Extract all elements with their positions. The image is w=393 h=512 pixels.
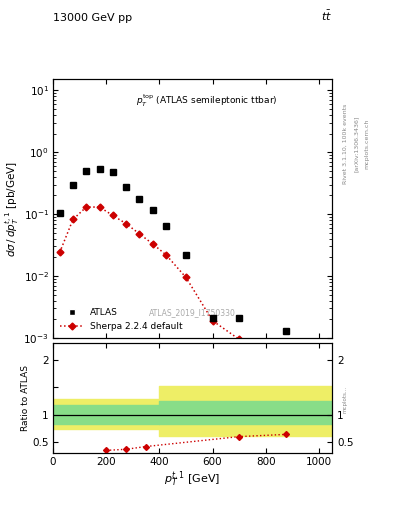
Text: $t\bar{t}$: $t\bar{t}$ bbox=[321, 9, 332, 23]
Text: 13000 GeV pp: 13000 GeV pp bbox=[53, 13, 132, 23]
Text: $p_T^{\rm top}$ (ATLAS semileptonic ttbar): $p_T^{\rm top}$ (ATLAS semileptonic ttba… bbox=[136, 92, 277, 109]
Text: ATLAS_2019_I1750330: ATLAS_2019_I1750330 bbox=[149, 308, 236, 317]
Y-axis label: $d\sigma\,/\,dp_T^{t,1}$ [pb/GeV]: $d\sigma\,/\,dp_T^{t,1}$ [pb/GeV] bbox=[4, 161, 21, 257]
Text: mcplots.cern.ch: mcplots.cern.ch bbox=[365, 118, 370, 168]
Text: mcplots...: mcplots... bbox=[343, 386, 348, 413]
X-axis label: $p_T^{t,1}$ [GeV]: $p_T^{t,1}$ [GeV] bbox=[164, 470, 221, 490]
Text: Rivet 3.1.10, 100k events: Rivet 3.1.10, 100k events bbox=[343, 103, 348, 183]
Text: [arXiv:1306.3436]: [arXiv:1306.3436] bbox=[354, 115, 359, 172]
Legend: ATLAS, Sherpa 2.2.4 default: ATLAS, Sherpa 2.2.4 default bbox=[57, 306, 185, 333]
Y-axis label: Ratio to ATLAS: Ratio to ATLAS bbox=[20, 365, 29, 431]
